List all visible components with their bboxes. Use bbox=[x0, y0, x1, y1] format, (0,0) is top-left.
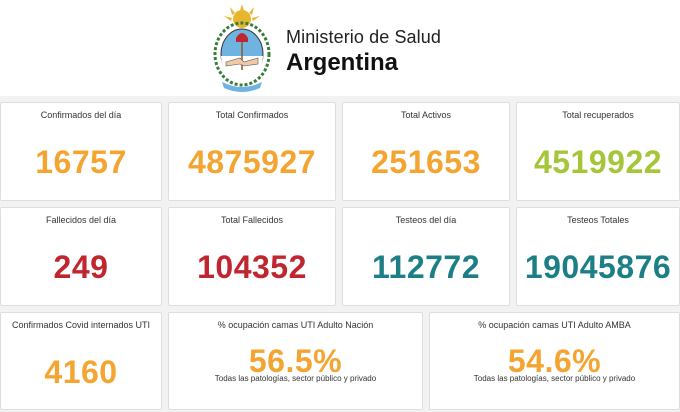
card-label: Total Activos bbox=[400, 110, 452, 120]
card-label: Confirmados Covid internados UTI bbox=[11, 320, 151, 330]
card-label: Confirmados del día bbox=[40, 110, 122, 120]
card-internados-uti: Confirmados Covid internados UTI 4160 bbox=[0, 312, 162, 410]
card-label: Testeos del día bbox=[395, 215, 457, 225]
card-total-confirmados: Total Confirmados 4875927 bbox=[168, 102, 336, 201]
card-label: Testeos Totales bbox=[567, 215, 629, 225]
card-value: 4160 bbox=[44, 354, 118, 390]
card-label: % ocupación camas UTI Adulto AMBA bbox=[478, 320, 631, 330]
card-testeos-totales: Testeos Totales 19045876 bbox=[516, 207, 680, 306]
card-value: 19045876 bbox=[524, 249, 672, 285]
country-name: Argentina bbox=[286, 49, 399, 76]
card-label: % ocupación camas UTI Adulto Nación bbox=[217, 320, 374, 330]
card-confirmados-dia: Confirmados del día 16757 bbox=[0, 102, 162, 201]
card-subtitle: Todas las patologías, sector público y p… bbox=[473, 374, 636, 383]
card-testeos-dia: Testeos del día 112772 bbox=[342, 207, 510, 306]
card-value: 112772 bbox=[371, 249, 480, 285]
card-value: 56.5% bbox=[248, 343, 343, 379]
card-label: Total recuperados bbox=[562, 110, 634, 120]
card-value: 104352 bbox=[197, 249, 307, 285]
header: Ministerio de Salud Argentina bbox=[0, 0, 680, 96]
card-label: Fallecidos del día bbox=[45, 215, 117, 225]
card-value: 54.6% bbox=[507, 343, 602, 379]
card-label: Total Fallecidos bbox=[220, 215, 284, 225]
card-ocupacion-nacion: % ocupación camas UTI Adulto Nación 56.5… bbox=[168, 312, 423, 410]
coat-of-arms-icon bbox=[213, 4, 271, 92]
card-total-activos: Total Activos 251653 bbox=[342, 102, 510, 201]
card-subtitle: Todas las patologías, sector público y p… bbox=[214, 374, 377, 383]
card-value: 249 bbox=[53, 249, 109, 285]
card-value: 4875927 bbox=[187, 144, 317, 180]
card-total-recuperados: Total recuperados 4519922 bbox=[516, 102, 680, 201]
card-value: 4519922 bbox=[533, 144, 663, 180]
card-value: 251653 bbox=[371, 144, 481, 180]
card-total-fallecidos: Total Fallecidos 104352 bbox=[168, 207, 336, 306]
card-label: Total Confirmados bbox=[215, 110, 289, 120]
card-value: 16757 bbox=[35, 144, 127, 180]
card-fallecidos-dia: Fallecidos del día 249 bbox=[0, 207, 162, 306]
ministry-name: Ministerio de Salud bbox=[286, 27, 441, 47]
card-ocupacion-amba: % ocupación camas UTI Adulto AMBA 54.6% … bbox=[429, 312, 680, 410]
